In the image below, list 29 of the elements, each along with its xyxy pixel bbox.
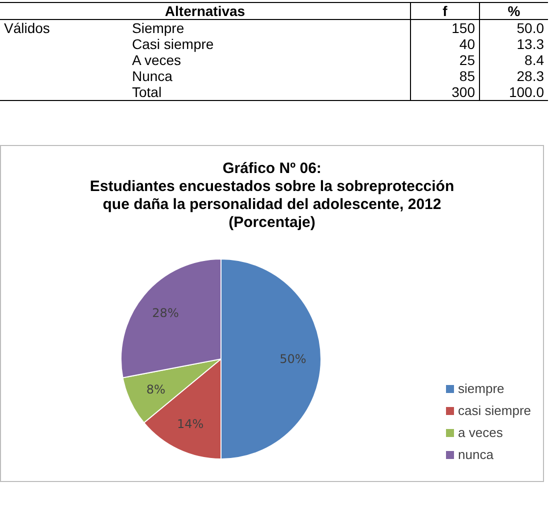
category-label: Casi siempre — [128, 36, 410, 52]
text: f — [410, 2, 480, 20]
data-label: 28.3 — [516, 68, 545, 84]
data-label: 14% — [177, 417, 204, 432]
legend-label: a veces — [458, 424, 503, 442]
data-label: 85 — [410, 68, 480, 84]
chart-title: Gráfico Nº 06: Estudiantes encuestados sobre la sobreprotección que daña la personalidad del adolescente, 2012 — [88, 160, 456, 214]
data-label: 300 — [410, 84, 480, 100]
data-label: 50% — [280, 352, 306, 366]
category-label: A veces — [128, 52, 410, 68]
data-label: 13.3 — [516, 36, 545, 52]
text: Alternativas — [0, 2, 410, 20]
data-label: 100.0 — [508, 84, 545, 100]
legend-label: nunca — [458, 446, 494, 464]
category-label: Nunca — [128, 68, 410, 84]
chart-subtitle: (Porcentaje) — [228, 214, 316, 232]
category-label: Siempre — [128, 20, 410, 36]
data-label: 40 — [410, 36, 480, 52]
data-label: 50.0 — [516, 20, 545, 36]
data-label: 150 — [410, 20, 480, 36]
category-label: Total — [128, 84, 410, 100]
text: Válidos — [3, 20, 51, 36]
data-label: 8.4 — [524, 52, 545, 68]
data-label: 25 — [410, 52, 480, 68]
text: % — [506, 2, 522, 20]
data-label: 8% — [146, 382, 166, 397]
legend-label: casi siempre — [458, 402, 531, 420]
legend-label: siempre — [458, 380, 504, 398]
data-label: 28% — [152, 306, 179, 320]
